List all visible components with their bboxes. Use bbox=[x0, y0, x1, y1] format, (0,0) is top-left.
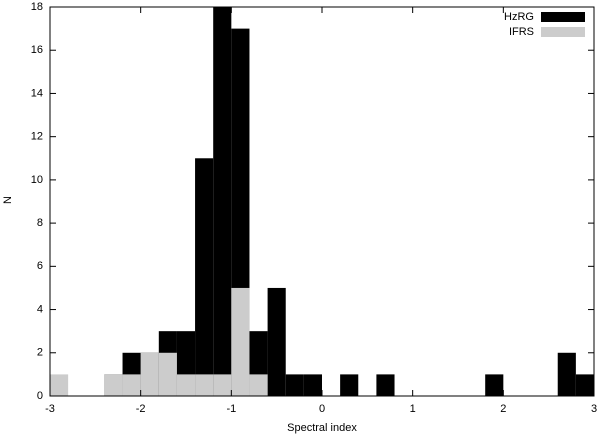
plot-frame bbox=[49, 6, 595, 397]
histogram-bar bbox=[267, 287, 286, 396]
histogram-bar bbox=[557, 352, 576, 396]
histogram-bar bbox=[575, 374, 594, 396]
x-tick-label: -1 bbox=[226, 403, 236, 415]
histogram-bar bbox=[213, 7, 232, 396]
histogram-bar bbox=[376, 374, 395, 396]
x-axis-label: Spectral index bbox=[287, 422, 357, 434]
x-tick-label: -3 bbox=[45, 403, 55, 415]
histogram-bar bbox=[249, 374, 268, 396]
histogram-bar bbox=[195, 158, 214, 396]
histogram-bar bbox=[50, 374, 69, 396]
y-tick-label: 10 bbox=[31, 174, 43, 186]
histogram-bar bbox=[340, 374, 359, 396]
x-tick-label: 1 bbox=[410, 403, 416, 415]
legend-label: HzRG bbox=[504, 11, 534, 23]
y-tick-label: 4 bbox=[37, 303, 43, 315]
y-tick-label: 12 bbox=[31, 131, 43, 143]
histogram-bar bbox=[158, 352, 177, 396]
x-tick-label: 2 bbox=[500, 403, 506, 415]
y-tick-label: 0 bbox=[37, 390, 43, 402]
y-tick-label: 6 bbox=[37, 260, 43, 272]
histogram-bar bbox=[213, 374, 232, 396]
x-tick-label: 0 bbox=[319, 403, 325, 415]
histogram-bar bbox=[122, 374, 141, 396]
y-axis-label: N bbox=[2, 196, 14, 204]
y-tick-label: 18 bbox=[31, 1, 43, 13]
histogram-bar bbox=[104, 374, 123, 396]
histogram-bar bbox=[303, 374, 322, 396]
histogram-bar bbox=[285, 374, 304, 396]
legend-label: IFRS bbox=[509, 26, 534, 38]
histogram-bar bbox=[195, 374, 214, 396]
x-tick-label: 3 bbox=[591, 403, 597, 415]
y-tick-label: 14 bbox=[31, 87, 43, 99]
legend-swatch bbox=[541, 27, 585, 37]
histogram-bar bbox=[176, 374, 196, 396]
y-tick-label: 16 bbox=[31, 44, 43, 56]
y-tick-label: 2 bbox=[37, 347, 43, 359]
histogram-bar bbox=[485, 374, 504, 396]
x-tick-label: -2 bbox=[136, 403, 146, 415]
y-tick-label: 8 bbox=[37, 217, 43, 229]
legend-swatch bbox=[541, 12, 585, 22]
histogram-bar bbox=[231, 287, 250, 396]
histogram-bar bbox=[140, 352, 159, 396]
